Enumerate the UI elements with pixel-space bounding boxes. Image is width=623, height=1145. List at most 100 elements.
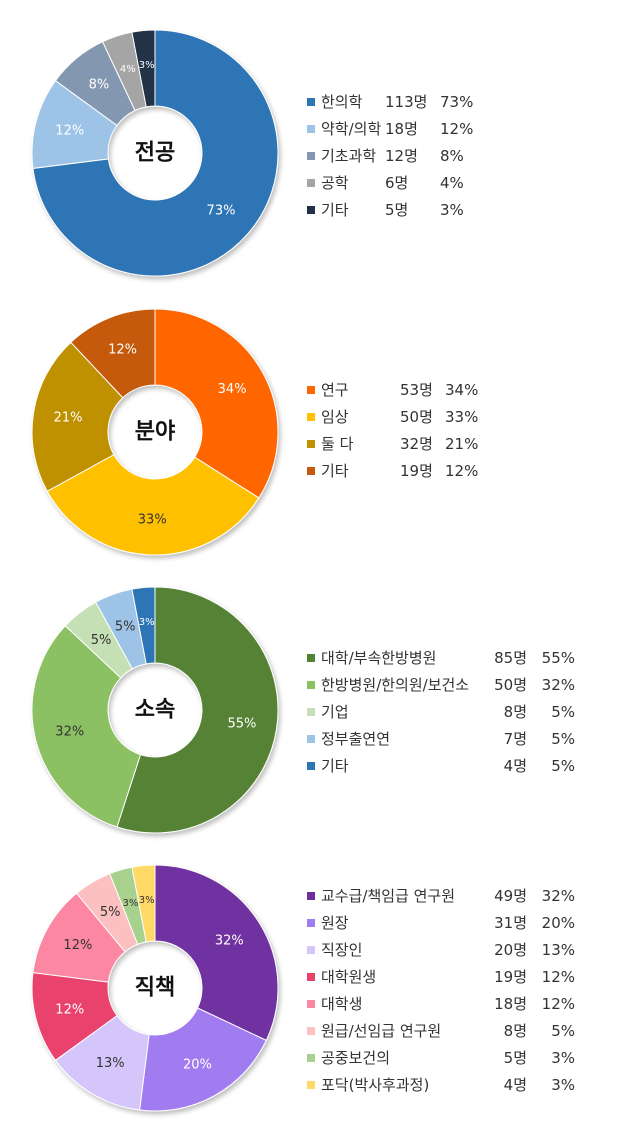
legend-item: 대학원생 19명 12% (307, 968, 575, 986)
slice-data-label: 73% (207, 204, 236, 219)
legend-percent: 12% (542, 995, 575, 1013)
legend-item: 약학/의학 18명 12% (307, 120, 473, 138)
donut-ring (31, 29, 279, 277)
legend-swatch (307, 206, 315, 214)
legend-swatch (307, 179, 315, 187)
legend-label: 한방병원/한의원/보건소 (321, 676, 469, 694)
legend-count: 19명 (400, 462, 433, 480)
slice-data-label: 13% (96, 1056, 125, 1071)
slice-data-label: 12% (108, 343, 137, 358)
legend-swatch (307, 467, 315, 475)
legend-percent: 5% (551, 1022, 575, 1040)
legend-percent: 3% (551, 1049, 575, 1067)
legend-percent: 5% (551, 757, 575, 775)
legend-label: 기초과학 (321, 147, 376, 165)
legend-item: 대학/부속한방병원 85명 55% (307, 649, 575, 667)
legend-percent: 55% (542, 649, 575, 667)
slice-data-label: 21% (54, 411, 83, 426)
legend-swatch (307, 681, 315, 689)
legend-swatch (307, 1081, 315, 1089)
legend-percent: 32% (542, 676, 575, 694)
legend-item: 교수급/책임급 연구원 49명 32% (307, 887, 575, 905)
legend-percent: 20% (542, 914, 575, 932)
legend-count: 18명 (494, 995, 527, 1013)
legend-label: 포닥(박사후과정) (321, 1076, 429, 1094)
donut-ring (31, 586, 279, 834)
donut-chart-2: 34% 33% 21% 12% 분야 연구 53명 34% 임상 50명 33% 둘 다 32명 21% 기… (31, 308, 478, 556)
legend-swatch (307, 892, 315, 900)
slice-data-label: 8% (89, 78, 110, 93)
legend-percent: 33% (445, 408, 478, 426)
chart-legend: 교수급/책임급 연구원 49명 32% 원장 31명 20% 직장인 20명 13% 대학원생 19… (307, 887, 575, 1094)
legend-swatch (307, 440, 315, 448)
legend-count: 7명 (504, 730, 527, 748)
legend-item: 한방병원/한의원/보건소 50명 32% (307, 676, 575, 694)
chart-center-title: 분야 (135, 420, 175, 445)
pie-slice (154, 864, 279, 1042)
legend-label: 연구 (321, 381, 349, 399)
pie-slice (31, 625, 142, 828)
slice-data-label: 20% (183, 1058, 212, 1073)
legend-label: 기타 (321, 201, 349, 219)
legend-swatch (307, 919, 315, 927)
legend-count: 8명 (504, 1022, 527, 1040)
legend-label: 원장 (321, 914, 349, 932)
legend-item: 정부출연연 7명 5% (307, 730, 575, 748)
legend-percent: 5% (551, 730, 575, 748)
slice-data-label: 3% (139, 60, 155, 71)
legend-count: 4명 (504, 757, 527, 775)
legend-label: 기타 (321, 462, 349, 480)
chart-legend: 한의학 113명 73% 약학/의학 18명 12% 기초과학 12명 8% 공학 6명 4% 기타 5명… (307, 93, 473, 219)
legend-count: 20명 (494, 941, 527, 959)
slice-data-label: 3% (123, 898, 139, 909)
legend-count: 19명 (494, 968, 527, 986)
slice-data-label: 4% (120, 64, 136, 75)
legend-label: 대학원생 (321, 968, 376, 986)
chart-center-title: 직책 (135, 976, 175, 1001)
pie-slice (70, 308, 156, 399)
legend-swatch (307, 1027, 315, 1035)
legend-count: 49명 (494, 887, 527, 905)
slice-data-label: 12% (63, 938, 92, 953)
slice-data-label: 5% (115, 620, 136, 635)
slice-data-label: 5% (100, 905, 121, 920)
chart-legend: 연구 53명 34% 임상 50명 33% 둘 다 32명 21% 기타 19명 12% (307, 381, 478, 480)
slice-data-label: 32% (55, 724, 84, 739)
legend-percent: 73% (440, 93, 473, 111)
legend-percent: 8% (440, 147, 464, 165)
pie-slice (131, 29, 156, 108)
slice-data-label: 3% (139, 895, 155, 906)
legend-label: 약학/의학 (321, 120, 381, 138)
legend-count: 85명 (494, 649, 527, 667)
legend-item: 한의학 113명 73% (307, 93, 473, 111)
legend-label: 임상 (321, 408, 349, 426)
slice-data-label: 5% (91, 633, 112, 648)
pie-slice (139, 1007, 267, 1112)
pie-slice (116, 586, 279, 834)
legend-item: 원장 31명 20% (307, 914, 575, 932)
donut-ring (31, 308, 279, 556)
legend-label: 한의학 (321, 93, 363, 111)
legend-count: 32명 (400, 435, 433, 453)
legend-label: 교수급/책임급 연구원 (321, 887, 455, 905)
legend-count: 4명 (504, 1076, 527, 1094)
slice-data-label: 55% (227, 716, 256, 731)
slice-data-label: 33% (138, 512, 167, 527)
legend-swatch (307, 98, 315, 106)
legend-count: 50명 (494, 676, 527, 694)
legend-item: 기초과학 12명 8% (307, 147, 464, 165)
legend-label: 직장인 (321, 941, 362, 959)
pie-slice (131, 586, 156, 665)
legend-percent: 3% (551, 1076, 575, 1094)
legend-item: 공학 6명 4% (307, 174, 464, 192)
legend-item: 원급/선임급 연구원 8명 5% (307, 1022, 575, 1040)
legend-count: 8명 (504, 703, 527, 721)
slice-data-label: 32% (215, 933, 244, 948)
pie-slice (46, 453, 260, 556)
pie-slice (131, 864, 156, 943)
chart-legend: 대학/부속한방병원 85명 55%한방병원/한의원/보건소 50명 32%기업 8명 5%정… (307, 649, 575, 775)
pie-slice (32, 29, 279, 277)
